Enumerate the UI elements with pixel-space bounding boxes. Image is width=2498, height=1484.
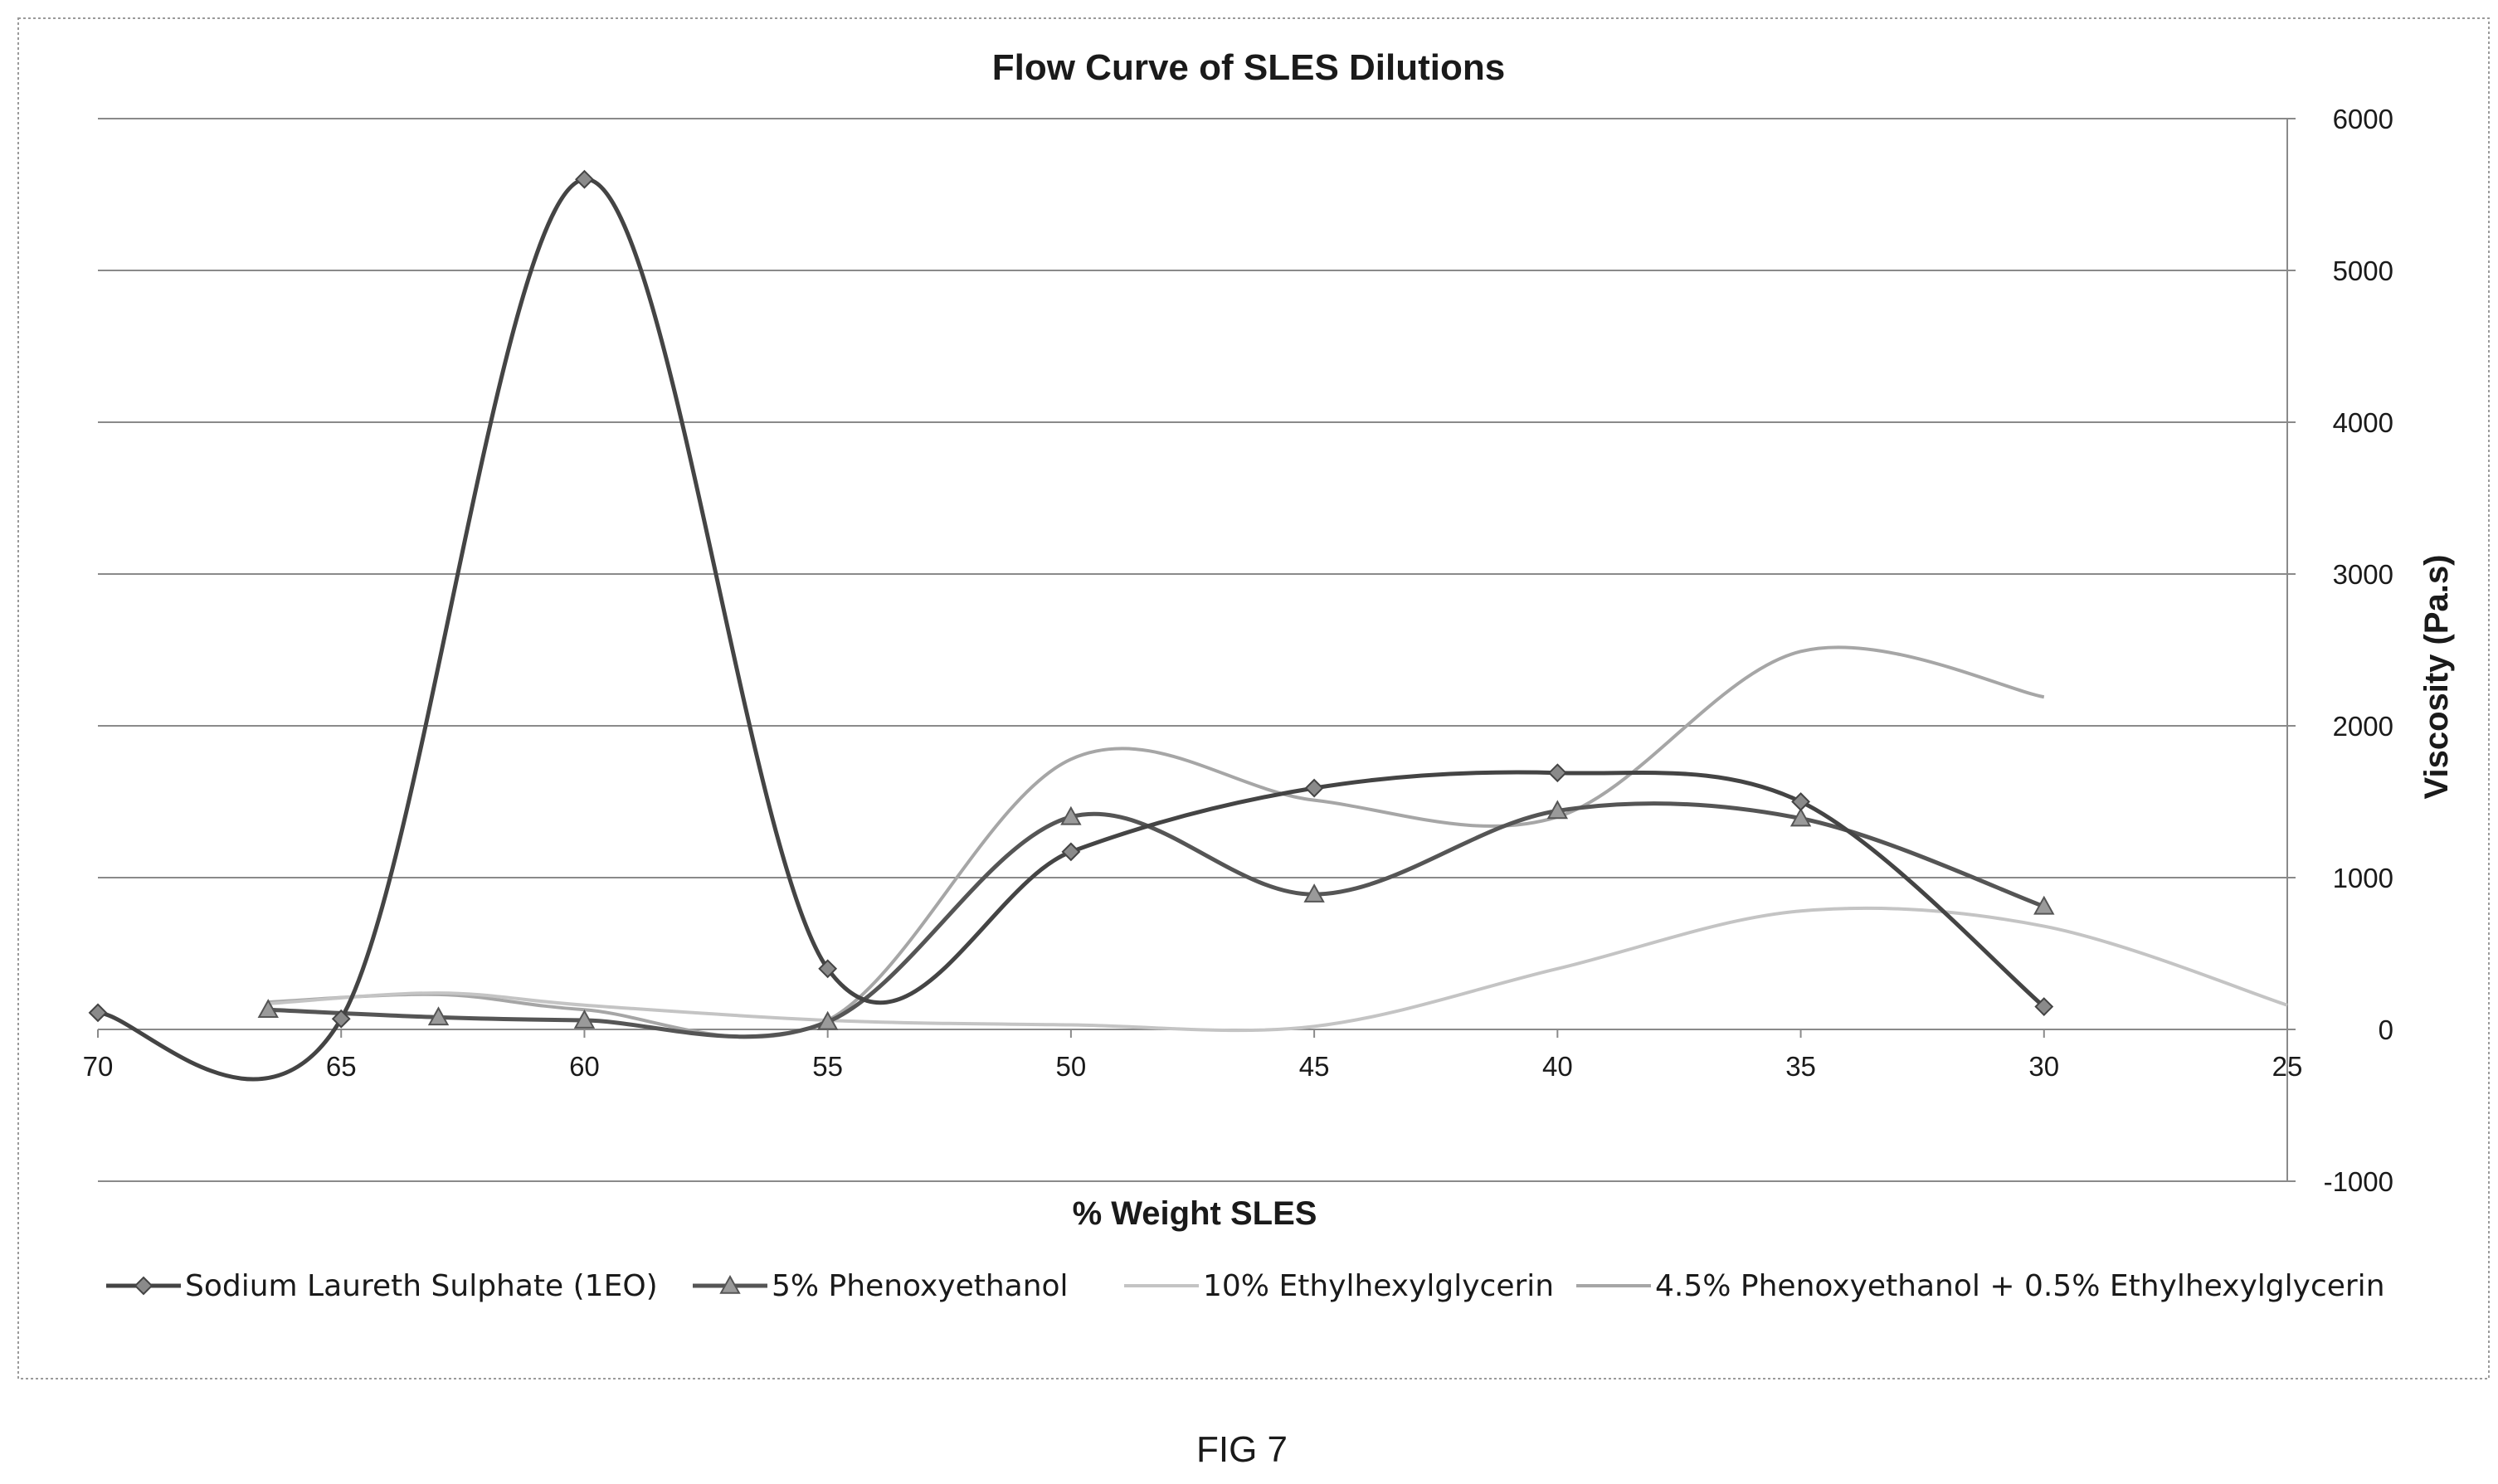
x-tick-label: 55 [812,1051,843,1082]
data-point [1790,807,1812,827]
y-tick-label: 2000 [2333,711,2393,742]
x-axis-title: % Weight SLES [1073,1195,1317,1232]
legend: Sodium Laureth Sulphate (1EO) 5% Phenoxye… [106,1269,2385,1303]
x-tick-label: 25 [2272,1051,2303,1082]
legend-label: Sodium Laureth Sulphate (1EO) [185,1269,658,1303]
data-point [427,1006,450,1026]
data-point [1060,805,1082,825]
series-line [268,906,2288,1033]
chart-title: Flow Curve of SLES Dilutions [992,47,1505,88]
legend-item: 5% Phenoxyethanol [693,1269,1069,1303]
legend-label: 5% Phenoxyethanol [772,1269,1069,1303]
x-tick-label: 60 [569,1051,600,1082]
y-tick-label: 1000 [2333,863,2393,893]
x-tick-label: 40 [1542,1051,1573,1082]
x-tick-label: 70 [83,1051,114,1082]
legend-item: Sodium Laureth Sulphate (1EO) [106,1269,658,1303]
y-tick-label: 3000 [2333,559,2393,590]
series-2 [257,800,2055,1039]
legend-marker [134,1276,153,1296]
chart-area-border [17,17,2490,1379]
data-point [257,999,279,1019]
series-1 [88,169,2054,1082]
data-point [331,1009,351,1029]
y-tick-label: 4000 [2333,407,2393,438]
y-tick-labels: -1000 0 1000 2000 3000 4000 5000 6000 [2324,104,2393,1197]
data-point [816,1010,839,1030]
x-tick-label: 50 [1056,1051,1087,1082]
data-series [88,169,2288,1082]
data-point [575,169,594,189]
series-line [268,801,2045,1039]
x-tick-label: 45 [1299,1051,1330,1082]
data-point [1547,763,1567,783]
data-point [1061,842,1081,862]
legend-marker [719,1274,741,1294]
data-point [818,959,838,979]
x-tick-label: 30 [2028,1051,2059,1082]
y-tick-label: 0 [2379,1014,2393,1045]
data-point [1303,883,1325,903]
x-tick-label: 35 [1785,1051,1816,1082]
data-point [2033,895,2055,915]
data-point [88,1003,108,1023]
data-point [2034,997,2054,1016]
legend-label: 10% Ethylhexylglycerin [1203,1269,1554,1303]
y-tick-label: 6000 [2333,104,2393,134]
series-line [268,645,2045,1039]
y-axis-title: Viscosity (Pa.s) [2418,555,2455,800]
legend-item: 4.5% Phenoxyethanol + 0.5% Ethylhexylgly… [1576,1269,2385,1303]
y-tick-label: 5000 [2333,255,2393,286]
data-point [1546,800,1569,820]
series-line [97,177,2046,1082]
figure-label: FIG 7 [1196,1429,1288,1470]
x-tick-labels: 70 65 60 55 50 45 40 35 30 25 [83,1051,2303,1082]
data-point [573,1009,596,1029]
legend-item: 10% Ethylhexylglycerin [1124,1269,1554,1303]
gridlines [98,118,2287,1182]
series-4 [268,645,2045,1039]
x-tick-label: 65 [326,1051,357,1082]
series-3 [268,906,2288,1033]
legend-label: 4.5% Phenoxyethanol + 0.5% Ethylhexylgly… [1655,1269,2385,1303]
data-point [1791,792,1810,811]
data-point [1304,778,1324,798]
y-tick-label: -1000 [2324,1166,2393,1197]
